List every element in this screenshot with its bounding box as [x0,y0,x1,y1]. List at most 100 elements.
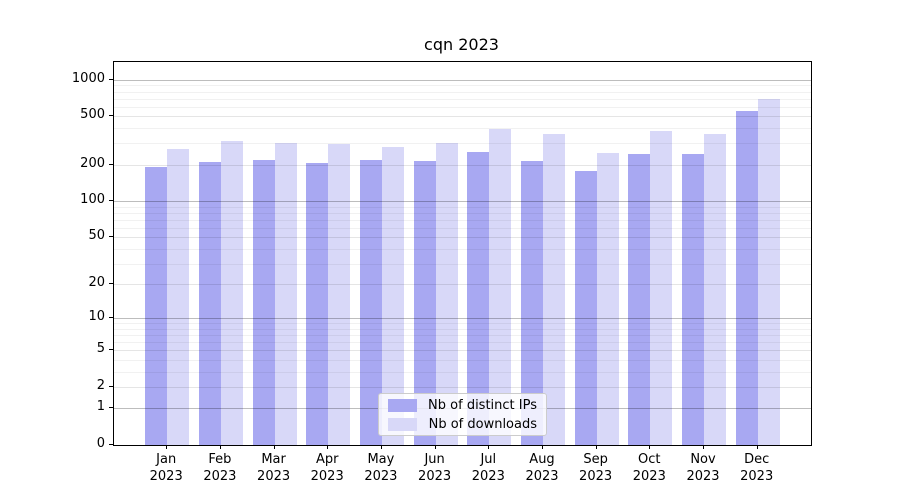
y-tick [109,283,113,285]
bar-distinct-ips-jun [413,161,436,445]
bar-downloads-mar [274,143,297,445]
x-tick [649,445,651,449]
x-tick [542,445,543,449]
bar-downloads-jun [435,142,458,445]
gridline [114,335,811,337]
gridline [114,386,811,388]
bar-downloads-jul [489,128,512,445]
y-tick [109,407,113,409]
bar-distinct-ips-feb [198,161,221,445]
y-tick-label: 200 [80,155,105,171]
y-tick-label: 100 [80,192,105,207]
legend-row-downloads: Nb of downloads [388,417,537,432]
x-tick-label: Aug 2023 [525,452,559,484]
x-tick [488,445,490,449]
bar-distinct-ips-sep [574,170,597,445]
x-tick [327,445,329,449]
x-tick-label: Dec 2023 [740,452,774,484]
bar-distinct-ips-nov [682,154,704,445]
x-tick-label: Sep 2023 [579,452,613,484]
gridline [114,164,811,166]
x-tick [166,445,168,449]
x-tick-label: Feb 2023 [203,452,237,484]
y-tick-label: 0 [96,436,105,451]
gridline [114,206,811,208]
x-tick [595,445,597,449]
gridline [114,201,811,202]
plot-area [113,61,812,446]
bar-downloads-jan [167,148,190,445]
gridline [114,350,811,352]
gridline [114,128,811,130]
x-tick-label: Mar 2023 [257,452,291,484]
gridline [114,328,811,330]
gridline [114,371,811,373]
legend-label-distinct-ips: Nb of distinct IPs [428,397,537,413]
bar-distinct-ips-mar [252,159,275,445]
gridline [114,106,811,108]
x-tick [273,445,275,449]
bar-distinct-ips-jul [467,151,490,445]
bar-distinct-ips-aug [521,161,543,445]
x-tick-label: Nov 2023 [686,452,720,484]
legend-swatch-downloads [388,417,417,431]
x-tick [756,445,758,449]
y-tick-label: 2 [96,377,105,393]
legend-swatch-distinct-ips [388,398,417,412]
gridline [114,116,811,118]
x-tick [380,445,382,449]
y-tick [109,317,113,319]
bar-distinct-ips-oct [628,154,651,445]
bar-downloads-apr [328,144,351,445]
y-tick [109,78,113,80]
y-tick-label: 1 [96,399,105,415]
legend: Nb of distinct IPs Nb of downloads [378,393,547,436]
gridline [114,91,811,93]
x-tick-label: Apr 2023 [310,452,344,484]
x-tick-label: Jan 2023 [149,452,183,484]
gridline [114,219,811,221]
gridline [114,227,811,229]
x-tick-label: Jul 2023 [471,452,505,484]
bar-downloads-nov [704,134,726,445]
gridline [114,143,811,145]
bar-downloads-dec [757,98,780,445]
y-tick-label: 500 [80,107,105,123]
gridline [114,79,811,81]
x-tick [703,445,704,449]
bar-distinct-ips-may [359,160,382,445]
y-tick [109,236,113,238]
y-tick-label: 50 [88,228,105,244]
x-tick [219,445,221,449]
gridline [114,342,811,344]
x-tick-label: Jun 2023 [418,452,452,484]
x-tick [434,445,436,449]
gridline [114,212,811,214]
chart-title: cqn 2023 [424,35,499,54]
y-tick-label: 10 [88,309,105,325]
bar-downloads-oct [650,130,673,445]
y-tick [109,444,113,445]
gridline [114,85,811,87]
bar-distinct-ips-jan [145,167,168,445]
y-tick [109,163,113,165]
bar-distinct-ips-apr [306,163,329,445]
gridline [114,359,811,361]
bar-downloads-may [381,146,404,445]
x-tick-label: May 2023 [364,452,398,484]
gridline [114,237,811,239]
y-tick [109,385,113,387]
bar-downloads-feb [220,140,243,445]
legend-label-downloads: Nb of downloads [428,416,537,432]
bar-distinct-ips-dec [735,110,758,445]
y-tick-label: 20 [88,275,105,291]
gridline [114,263,811,265]
gridline [114,98,811,100]
y-tick-label: 1000 [71,70,105,86]
y-tick [109,200,113,201]
y-tick [109,349,113,351]
bar-downloads-sep [596,152,619,445]
gridline [114,323,811,325]
gridline [114,248,811,250]
